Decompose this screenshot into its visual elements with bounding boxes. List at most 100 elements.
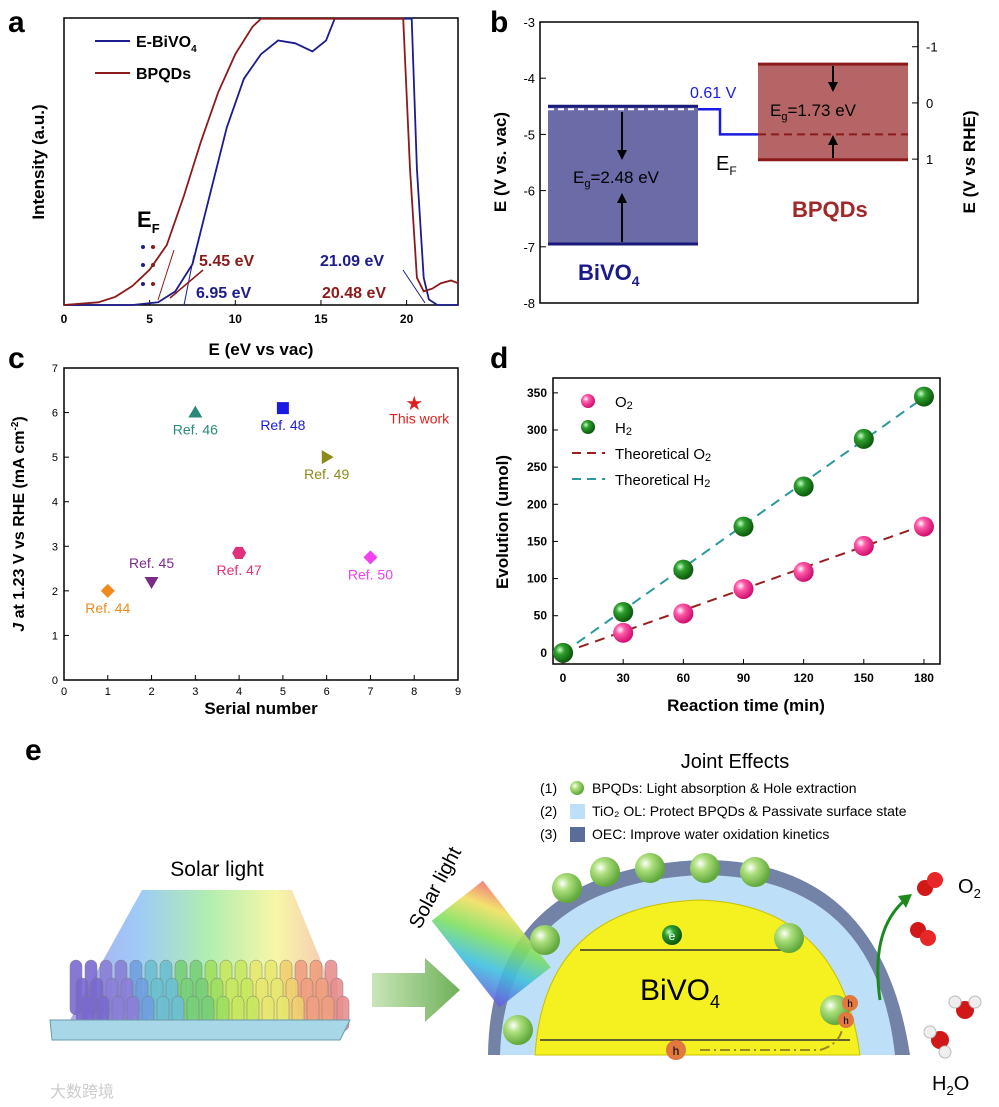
data-point-ref-50 bbox=[363, 550, 378, 565]
hole-label-3: h bbox=[843, 1016, 849, 1027]
ef-label-a: EF bbox=[137, 207, 160, 236]
panel-label-a: a bbox=[8, 6, 25, 39]
data-label-c: Ref. 47 bbox=[217, 562, 262, 578]
data-label-c: Ref. 44 bbox=[85, 600, 130, 616]
bpqd-particle bbox=[552, 873, 582, 903]
data-point-o2 bbox=[733, 578, 754, 599]
x-tick-label-a: 20 bbox=[400, 312, 414, 326]
panel-a-ups-spectrum: 0 5 10 15 20 E-BiVO4 BPQDs EF 5.45 eV 6.95 e… bbox=[29, 17, 459, 359]
ticks-d: 0 30 60 90 120 150 180 0 50 100 150 200 250 300 350 bbox=[527, 386, 934, 685]
annotation-bivo4-cutoff: 21.09 eV bbox=[320, 253, 384, 270]
bpqd-ball-icon bbox=[570, 781, 584, 795]
y-axis-label-c: J at 1.23 V vs RHE (mA cm-2) bbox=[10, 416, 28, 632]
y-tick-label-c: 0 bbox=[52, 675, 58, 687]
x-tick-label-d: 0 bbox=[560, 671, 567, 685]
y-axis-label-a: Intensity (a.u.) bbox=[29, 104, 48, 219]
process-arrow-icon bbox=[372, 958, 460, 1022]
legend-marker-h2 bbox=[581, 420, 595, 434]
y-tick-label-d: 150 bbox=[527, 534, 547, 548]
panel-e-schematic: Joint Effects (1) BPQDs: Light absorptio… bbox=[49, 751, 982, 1101]
data-point-h2 bbox=[793, 476, 814, 497]
x-tick-label-c: 3 bbox=[192, 686, 198, 698]
data-point-ref-49 bbox=[321, 450, 334, 465]
x-tick-label-c: 8 bbox=[411, 686, 417, 698]
series-line-e-bivo4 bbox=[64, 17, 458, 306]
y-tick-label-d: 250 bbox=[527, 460, 547, 474]
data-label-c: This work bbox=[389, 411, 450, 427]
fermi-shift-label: 0.61 V bbox=[690, 85, 737, 102]
y-axis-label-d: Evolution (umol) bbox=[493, 455, 512, 589]
solar-light-label-left: Solar light bbox=[170, 858, 264, 881]
y-axis-label-left-b: E (V vs. vac) bbox=[491, 112, 510, 212]
bpqd-particle bbox=[590, 857, 620, 887]
x-tick-label-d: 60 bbox=[677, 671, 691, 685]
tio2-swatch-icon bbox=[570, 804, 585, 819]
bpqd-particle bbox=[690, 853, 720, 883]
y-tick-label-c: 1 bbox=[52, 630, 58, 642]
data-point-h2 bbox=[613, 602, 634, 622]
data-point-o2 bbox=[613, 622, 634, 643]
data-point-o2 bbox=[913, 516, 934, 537]
bpqd-particle bbox=[503, 1015, 533, 1045]
h2o-molecules bbox=[923, 995, 982, 1059]
panel-label-c: c bbox=[8, 342, 25, 375]
legend-label-h2: H2 bbox=[615, 420, 632, 438]
plot-frame-c bbox=[63, 367, 459, 681]
y-tick-label-right-b: -1 bbox=[926, 40, 938, 55]
series-line-bpqds bbox=[63, 17, 459, 306]
data-label-c: Ref. 48 bbox=[260, 417, 305, 433]
joint-effects-title: Joint Effects bbox=[681, 751, 790, 773]
data-point-ref-46 bbox=[188, 405, 203, 418]
effect-3-text: OEC: Improve water oxidation kinetics bbox=[592, 826, 829, 842]
y-ticks-b: -3-4-5-6-7-810-1-2-3 bbox=[523, 15, 938, 311]
data-point-h2 bbox=[553, 642, 574, 663]
plot-frame-d bbox=[552, 377, 941, 665]
fermi-level-step bbox=[698, 108, 758, 136]
data-point-o2 bbox=[793, 561, 814, 582]
effect-2-text: TiO₂ OL: Protect BPQDs & Passivate surfa… bbox=[592, 803, 907, 819]
y-tick-label-d: 350 bbox=[527, 386, 547, 400]
x-axis-label-a: E (eV vs vac) bbox=[209, 340, 314, 359]
legend-d: O2 H2 Theoretical O2 Theoretical H2 bbox=[572, 394, 711, 490]
hole-icon bbox=[666, 1040, 686, 1060]
annotation-bpqds-onset: 5.45 eV bbox=[199, 253, 254, 270]
bpqd-particle bbox=[774, 923, 804, 953]
y-tick-label-right-b: 0 bbox=[926, 96, 933, 111]
panel-label-e: e bbox=[25, 734, 42, 767]
legend-label-bpqds: BPQDs bbox=[136, 66, 191, 83]
x-tick-label-c: 9 bbox=[455, 686, 461, 698]
data-point-o2 bbox=[673, 603, 694, 624]
x-tick-label-a: 15 bbox=[314, 312, 328, 326]
bivo4-label: BiVO4 bbox=[578, 260, 640, 289]
effect-2-number: (2) bbox=[540, 803, 557, 819]
substrate bbox=[49, 1019, 351, 1041]
x-tick-label-c: 6 bbox=[324, 686, 330, 698]
data-point-ref-48 bbox=[276, 402, 289, 415]
bpqd-particles bbox=[503, 853, 850, 1045]
bpqds-label: BPQDs bbox=[792, 197, 868, 222]
annotation-bpqds-cutoff: 20.48 eV bbox=[322, 285, 386, 302]
x-axis-label-c: Serial number bbox=[204, 699, 318, 718]
bpqd-particle bbox=[740, 857, 770, 887]
y-tick-label-d: 100 bbox=[527, 572, 547, 586]
legend-marker-o2 bbox=[581, 394, 595, 408]
data-point-h2 bbox=[853, 428, 874, 449]
ef-label-b: EF bbox=[716, 153, 737, 178]
x-tick-label-d: 180 bbox=[914, 671, 934, 685]
y-tick-label-c: 2 bbox=[52, 586, 58, 598]
y-tick-label-left-b: -3 bbox=[523, 15, 535, 30]
panel-d-gas-evolution: 0 30 60 90 120 150 180 0 50 100 150 200 250 300 350 O2… bbox=[493, 377, 941, 715]
y-tick-label-c: 7 bbox=[52, 363, 58, 375]
x-tick-label-d: 120 bbox=[794, 671, 814, 685]
y-tick-label-left-b: -8 bbox=[523, 296, 535, 311]
bpqd-particle bbox=[635, 853, 665, 883]
y-axis-label-right-b: E (V vs RHE) bbox=[960, 111, 979, 214]
effect-3-number: (3) bbox=[540, 826, 557, 842]
solar-light-beam bbox=[431, 880, 551, 1008]
x-tick-label-c: 1 bbox=[105, 686, 111, 698]
data-point-ref-44 bbox=[100, 583, 115, 598]
x-tick-label-c: 0 bbox=[61, 686, 67, 698]
data-point-ref-45 bbox=[144, 577, 159, 589]
data-point-ref-47 bbox=[232, 546, 247, 560]
